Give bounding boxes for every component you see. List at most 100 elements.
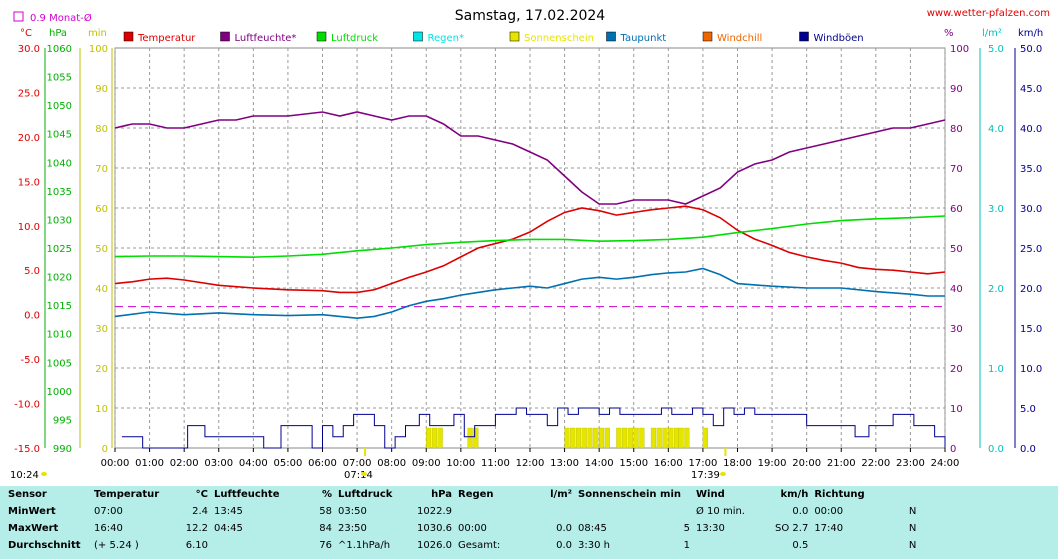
summary-row-max: MaxWert 16:40 12.2 04:45 84 23:50 1030.6… xyxy=(0,520,916,537)
axis-tick-minutes: 40 xyxy=(95,284,108,295)
legend-swatch xyxy=(220,31,230,42)
axis-tick-pressure: 1025 xyxy=(47,244,72,255)
header-temperatur: Temperatur xyxy=(94,489,160,500)
x-tick-label: 06:00 xyxy=(308,458,337,469)
axis-tick-temp: 10.0 xyxy=(18,222,40,233)
header-temp-unit: °C xyxy=(195,489,208,500)
header-wind: Wind xyxy=(696,489,725,500)
sunshine-bar xyxy=(587,427,593,449)
axis-tick-temp: -10.0 xyxy=(14,400,40,411)
sunshine-bar xyxy=(678,427,684,449)
axis-tick-wind: 0.0 xyxy=(1020,444,1036,455)
wind-max-time: 13:30 xyxy=(696,523,725,534)
sunshine-bar xyxy=(627,427,633,449)
sunshine-bar xyxy=(604,427,610,449)
hum-max-time: 04:45 xyxy=(214,523,243,534)
header-luftfeuchte: Luftfeuchte xyxy=(214,489,280,500)
site-link[interactable]: www.wetter-pfalzen.com xyxy=(927,8,1050,19)
rain-min-value xyxy=(532,503,572,520)
sun-total-hours: 3:30 h xyxy=(578,540,610,551)
unit-min: min xyxy=(88,28,107,39)
unit-temp: °C xyxy=(20,28,32,39)
axis-tick-percent: 10 xyxy=(950,404,963,415)
row-label: Durchschnitt xyxy=(8,540,81,551)
summary-header-row: Sensor Temperatur °C Luftfeuchte % Luftd… xyxy=(0,486,916,503)
axis-tick-percent: 30 xyxy=(950,324,963,335)
header-press-unit: hPa xyxy=(431,489,452,500)
hum-avg-value: 76 xyxy=(319,540,332,551)
axis-tick-rain: 5.0 xyxy=(988,44,1004,55)
press-max-time: 23:50 xyxy=(338,523,367,534)
x-tick-label: 08:00 xyxy=(377,458,406,469)
header-regen: Regen xyxy=(458,489,494,500)
sun-icon xyxy=(41,472,47,476)
header-rain-unit: l/m² xyxy=(550,489,572,500)
hum-avg-time xyxy=(208,537,298,554)
axis-tick-percent: 70 xyxy=(950,164,963,175)
row-label: MaxWert xyxy=(8,523,59,534)
legend-label: Windchill xyxy=(717,33,762,44)
sunrise-label: 07:14 xyxy=(344,470,373,481)
legend: Temperatur Luftfeuchte* Luftdruck Regen* Son… xyxy=(123,31,864,44)
axis-tick-rain: 4.0 xyxy=(988,124,1004,135)
unit-wind: km/h xyxy=(1018,28,1043,39)
axis-tick-minutes: 10 xyxy=(95,404,108,415)
press-avg-value: 1026.0 xyxy=(417,540,452,551)
axis-tick-wind: 50.0 xyxy=(1020,44,1042,55)
x-tick-label: 12:00 xyxy=(516,458,545,469)
hum-max-value: 84 xyxy=(319,523,332,534)
axes: 30.0 25.0 20.0 15.0 10.0 5.0 0.0 -5.0 -10.0 -15.0… xyxy=(14,44,1042,469)
axis-tick-pressure: 1055 xyxy=(47,73,72,84)
press-trend: ^1.1hPa/h xyxy=(338,540,391,551)
axis-tick-pressure: 1000 xyxy=(47,387,72,398)
axis-tick-pressure: 1040 xyxy=(47,158,72,169)
legend-swatch xyxy=(606,31,616,42)
sunshine-bar xyxy=(662,427,668,449)
axis-tick-percent: 20 xyxy=(950,364,963,375)
x-tick-label: 17:00 xyxy=(689,458,718,469)
legend-label: Sonnenschein xyxy=(524,33,594,44)
axis-tick-minutes: 20 xyxy=(95,364,108,375)
axis-tick-pressure: 1015 xyxy=(47,301,72,312)
x-tick-label: 09:00 xyxy=(412,458,441,469)
axis-tick-temp: 20.0 xyxy=(18,133,40,144)
axis-tick-wind: 35.0 xyxy=(1020,164,1042,175)
legend-swatch xyxy=(509,31,520,42)
x-tick-label: 19:00 xyxy=(758,458,787,469)
axis-tick-pressure: 1045 xyxy=(47,130,72,141)
axis-tick-percent: 90 xyxy=(950,84,963,95)
sunshine-bar xyxy=(622,427,628,449)
axis-tick-pressure: 1020 xyxy=(47,273,72,284)
wind-max-value: SO 2.7 xyxy=(775,523,809,534)
wind-avg-value: 0.5 xyxy=(792,540,809,551)
axis-tick-pressure: 1050 xyxy=(47,101,72,112)
monthly-avg-label: 0.9 Monat-Ø xyxy=(30,12,92,24)
temp-min-value: 2.4 xyxy=(192,506,208,517)
axis-tick-minutes: 80 xyxy=(95,124,108,135)
sun-min-value xyxy=(672,503,690,520)
summary-row-min: MinWert 07:00 2.4 13:45 58 03:50 1022.9 … xyxy=(0,503,916,520)
x-tick-label: 24:00 xyxy=(931,458,960,469)
sunrise-icon xyxy=(361,472,367,476)
press-min-value: 1022.9 xyxy=(417,506,452,517)
legend-swatch xyxy=(316,31,327,42)
axis-tick-temp: 30.0 xyxy=(18,44,40,55)
header-hum-unit: % xyxy=(321,489,332,500)
axis-tick-wind: 40.0 xyxy=(1020,124,1042,135)
axis-tick-temp: 5.0 xyxy=(24,266,40,277)
dir-max-time: 17:40 xyxy=(814,523,844,534)
sunshine-bar xyxy=(473,427,479,449)
axis-tick-temp: -5.0 xyxy=(20,355,40,366)
axis-tick-pressure: 1060 xyxy=(47,44,72,55)
legend-label: Regen* xyxy=(428,33,465,44)
row-label: MinWert xyxy=(8,506,56,517)
axis-tick-minutes: 100 xyxy=(89,44,108,55)
axis-tick-minutes: 50 xyxy=(95,244,108,255)
x-tick-label: 03:00 xyxy=(204,458,233,469)
summary-table: Sensor Temperatur °C Luftfeuchte % Luftd… xyxy=(0,486,1058,559)
axis-tick-pressure: 1030 xyxy=(47,215,72,226)
left-time-label: 10:24 xyxy=(10,470,39,481)
axis-tick-wind: 45.0 xyxy=(1020,84,1042,95)
legend-label: Temperatur xyxy=(137,33,196,44)
sunshine-bar xyxy=(684,427,690,449)
